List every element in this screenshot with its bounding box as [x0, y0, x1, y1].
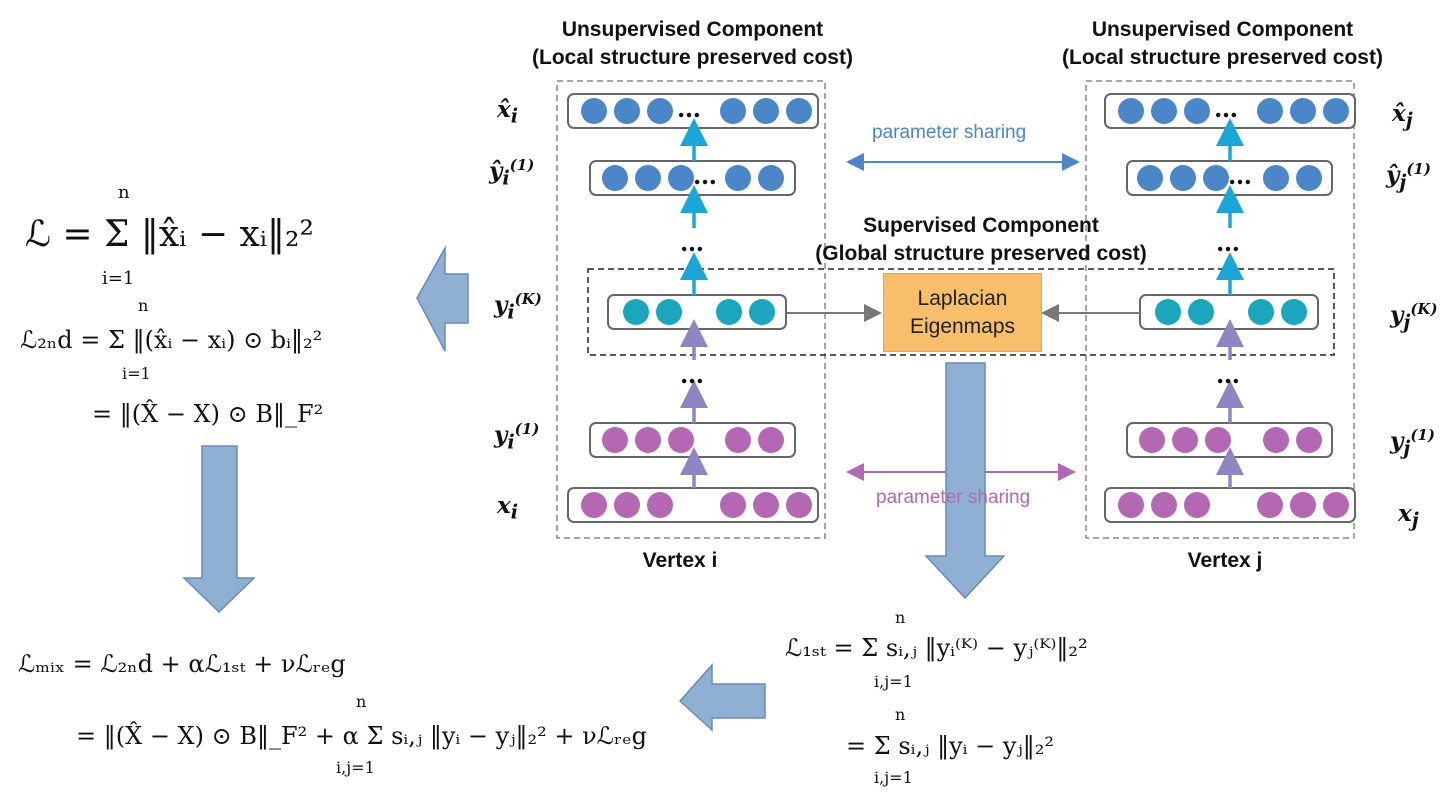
eq-L2nd-sum-bot: i=1 — [122, 364, 151, 383]
var-yK-i: yi(K) — [494, 290, 542, 324]
eq-L1st-sum-top: n — [895, 608, 906, 627]
ellipsis: … — [677, 94, 701, 123]
unsupervised-right-title: Unsupervised Component (Local structure … — [1062, 18, 1383, 69]
left-nodes — [581, 98, 812, 518]
var-xhat-j: x̂j — [1392, 100, 1413, 132]
eq-Lmix-b-sum-bot: i,j=1 — [336, 758, 375, 777]
eq-L1st-b: = Σ sᵢ,ⱼ ‖yᵢ − yⱼ‖₂² — [846, 732, 1054, 760]
param-sharing-bottom-label: parameter sharing — [876, 487, 1031, 508]
var-yhat1-i: ŷi(1) — [489, 156, 535, 190]
eq-L-main: ℒ = Σ ‖x̂ᵢ − xᵢ‖₂² — [25, 214, 314, 255]
eq-L2nd-sum-top: n — [138, 296, 149, 315]
block-arrow-left-bottom — [678, 663, 766, 732]
ellipsis: … — [1216, 228, 1240, 257]
block-arrow-left — [416, 245, 469, 352]
eq-L-main-sum-top: n — [118, 182, 130, 203]
eq-Lmix-b-sum-top: n — [356, 692, 367, 711]
ellipsis: … — [693, 161, 717, 190]
right-nodes — [1118, 98, 1349, 518]
var-y1-j: yj(1) — [1390, 426, 1435, 460]
block-arrow-down-center — [924, 362, 1006, 600]
eq-Lmix: ℒₘᵢₓ = ℒ₂ₙd + αℒ₁ₛₜ + νℒᵣₑg — [18, 650, 346, 678]
eq-L1st-b-sum-top: n — [895, 705, 906, 724]
vertex-i-container — [556, 80, 826, 539]
vertex-j-container — [1085, 80, 1355, 539]
var-x-j: xj — [1398, 500, 1419, 532]
eq-L2nd: ℒ₂ₙd = Σ ‖(x̂ᵢ − xᵢ) ⊙ bᵢ‖₂² — [20, 326, 323, 354]
eq-L1st-sum-bot: i,j=1 — [874, 672, 913, 691]
param-sharing-top-label: parameter sharing — [872, 122, 1027, 143]
var-yhat1-j: ŷj(1) — [1386, 160, 1431, 194]
var-yK-j: yj(K) — [1390, 300, 1438, 334]
eq-L1st-b-sum-bot: i,j=1 — [874, 768, 913, 787]
eq-Lmix-b: = ‖(X̂ − X) ⊙ B‖_F² + α Σ sᵢ,ⱼ ‖yᵢ − yⱼ‖… — [76, 722, 647, 750]
eq-L1st: ℒ₁ₛₜ = Σ sᵢ,ⱼ ‖yᵢ⁽ᴷ⁾ − yⱼ⁽ᴷ⁾‖₂² — [785, 634, 1088, 662]
block-arrow-down-left — [182, 445, 256, 614]
ellipsis: … — [680, 228, 704, 257]
ellipsis: … — [1214, 94, 1238, 123]
var-y1-i: yi(1) — [494, 420, 540, 454]
ellipsis: … — [680, 360, 704, 389]
unsupervised-left-title: Unsupervised Component (Local structure … — [532, 18, 853, 69]
supervised-title: Supervised Component (Global structure p… — [815, 214, 1147, 265]
vertex-j-label: Vertex j — [1187, 549, 1263, 572]
ellipsis: … — [1216, 360, 1240, 389]
supervised-band — [587, 268, 1335, 356]
vertex-i-label: Vertex i — [642, 549, 718, 572]
eq-L-main-sum-bot: i=1 — [102, 268, 135, 289]
eq-L2nd-b: = ‖(X̂ − X) ⊙ B‖_F² — [92, 400, 324, 428]
var-x-i: xi — [497, 492, 518, 524]
laplacian-eigenmaps-box: Laplacian Eigenmaps — [883, 273, 1042, 352]
ellipsis: … — [1228, 161, 1252, 190]
var-xhat-i: x̂i — [497, 96, 518, 128]
